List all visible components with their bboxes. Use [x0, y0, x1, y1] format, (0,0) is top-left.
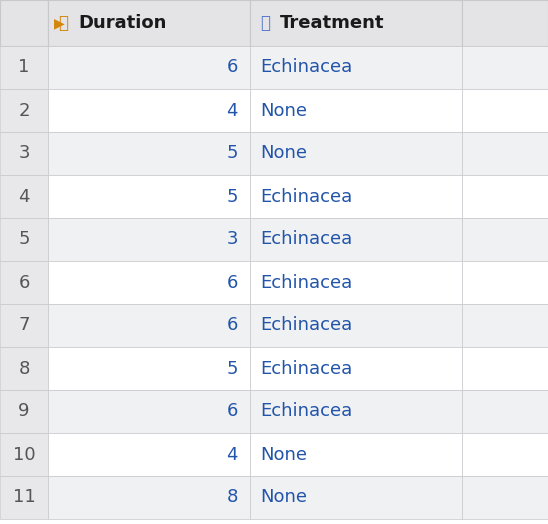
- Text: 6: 6: [227, 316, 238, 334]
- Text: 6: 6: [227, 59, 238, 77]
- Bar: [0, 89, 48, 132]
- Bar: [462, 261, 548, 304]
- Text: ▶: ▶: [54, 16, 65, 30]
- Text: Echinacea: Echinacea: [260, 316, 352, 334]
- Bar: [48, 433, 250, 476]
- Text: 5: 5: [226, 359, 238, 377]
- Bar: [48, 347, 250, 390]
- Text: 8: 8: [227, 488, 238, 507]
- Bar: [0, 46, 48, 89]
- Bar: [250, 132, 462, 175]
- Bar: [462, 132, 548, 175]
- Bar: [250, 433, 462, 476]
- Bar: [462, 390, 548, 433]
- Bar: [0, 390, 48, 433]
- Bar: [0, 304, 48, 347]
- Bar: [250, 175, 462, 218]
- Bar: [0, 261, 48, 304]
- Text: 10: 10: [13, 445, 35, 464]
- Bar: [462, 0, 548, 46]
- Text: Treatment: Treatment: [280, 14, 385, 32]
- Text: 9: 9: [18, 402, 30, 420]
- Bar: [462, 433, 548, 476]
- Bar: [250, 261, 462, 304]
- Bar: [48, 476, 250, 519]
- Bar: [462, 46, 548, 89]
- Bar: [250, 304, 462, 347]
- Bar: [462, 218, 548, 261]
- Text: None: None: [260, 488, 307, 507]
- Bar: [250, 218, 462, 261]
- Text: 3: 3: [226, 231, 238, 248]
- Text: Echinacea: Echinacea: [260, 188, 352, 205]
- Bar: [48, 89, 250, 132]
- Text: None: None: [260, 102, 307, 119]
- Text: 📏: 📏: [58, 14, 68, 32]
- Text: 5: 5: [18, 231, 30, 248]
- Text: 3: 3: [18, 145, 30, 162]
- Bar: [250, 46, 462, 89]
- Bar: [48, 218, 250, 261]
- Text: 6: 6: [227, 274, 238, 291]
- Text: 2: 2: [18, 102, 30, 119]
- Bar: [0, 175, 48, 218]
- Text: Echinacea: Echinacea: [260, 359, 352, 377]
- Bar: [250, 347, 462, 390]
- Bar: [250, 476, 462, 519]
- Bar: [48, 132, 250, 175]
- Bar: [0, 347, 48, 390]
- Text: Echinacea: Echinacea: [260, 274, 352, 291]
- Bar: [0, 476, 48, 519]
- Bar: [462, 175, 548, 218]
- Text: 1: 1: [18, 59, 30, 77]
- Bar: [0, 0, 48, 46]
- Text: 7: 7: [18, 316, 30, 334]
- Bar: [48, 390, 250, 433]
- Bar: [48, 175, 250, 218]
- Text: 4: 4: [18, 188, 30, 205]
- Bar: [462, 347, 548, 390]
- Bar: [462, 476, 548, 519]
- Bar: [0, 433, 48, 476]
- Text: 11: 11: [13, 488, 36, 507]
- Text: 8: 8: [18, 359, 30, 377]
- Bar: [48, 304, 250, 347]
- Text: 6: 6: [227, 402, 238, 420]
- Bar: [0, 218, 48, 261]
- Text: 4: 4: [226, 102, 238, 119]
- Text: 5: 5: [226, 188, 238, 205]
- Bar: [48, 261, 250, 304]
- Bar: [250, 390, 462, 433]
- Text: Duration: Duration: [78, 14, 167, 32]
- Bar: [462, 89, 548, 132]
- Text: None: None: [260, 145, 307, 162]
- Bar: [250, 0, 462, 46]
- Bar: [48, 0, 250, 46]
- Bar: [48, 46, 250, 89]
- Text: None: None: [260, 445, 307, 464]
- Bar: [250, 89, 462, 132]
- Text: Echinacea: Echinacea: [260, 231, 352, 248]
- Bar: [462, 304, 548, 347]
- Text: Echinacea: Echinacea: [260, 59, 352, 77]
- Text: 6: 6: [18, 274, 30, 291]
- Bar: [0, 132, 48, 175]
- Text: 5: 5: [226, 145, 238, 162]
- Text: Echinacea: Echinacea: [260, 402, 352, 420]
- Text: 4: 4: [226, 445, 238, 464]
- Text: 👥: 👥: [260, 14, 270, 32]
